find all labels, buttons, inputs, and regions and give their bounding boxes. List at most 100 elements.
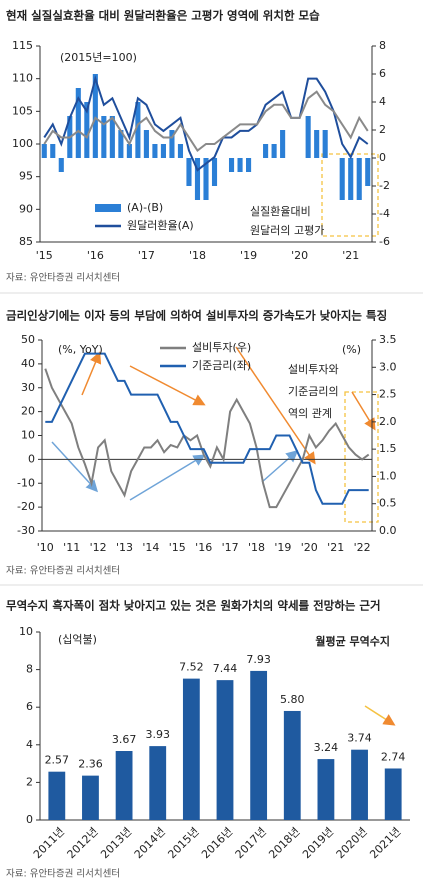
y2-tick-label: -4	[379, 207, 390, 220]
y-tick-label: 105	[12, 104, 33, 117]
x-tick-label: 2018년	[266, 825, 302, 861]
bar	[228, 158, 235, 172]
x-tick-label: '13	[116, 541, 133, 554]
y-tick-label: -10	[17, 476, 35, 489]
bar	[177, 144, 184, 158]
annotation: (%, YoY)	[58, 343, 103, 356]
y2-tick-label: 1.5	[379, 442, 397, 455]
bar	[48, 771, 66, 820]
x-tick-label: '18	[248, 541, 265, 554]
x-tick-label: 2021년	[367, 825, 403, 861]
y-tick-label: 115	[12, 39, 33, 52]
x-tick-label: '17	[222, 541, 239, 554]
bar	[82, 775, 99, 820]
line	[44, 368, 370, 509]
y-tick-label: 95	[19, 170, 33, 183]
bar	[365, 158, 371, 186]
annotation: 역의 관계	[288, 407, 332, 420]
y2-tick-label: 3.0	[379, 360, 397, 373]
y2-tick-label: 6	[379, 67, 386, 80]
bar	[169, 130, 175, 158]
value-label: 3.74	[347, 732, 372, 745]
bar	[143, 130, 149, 158]
x-tick-label: '22	[354, 541, 371, 554]
y-tick-label: 50	[21, 333, 35, 346]
x-tick-label: '20	[291, 249, 308, 262]
y2-tick-label: 3.5	[379, 333, 397, 346]
source: 자료: 유안타증권 리서치센터	[6, 868, 120, 880]
arrows	[51, 346, 396, 726]
bar	[203, 158, 209, 200]
y-tick-label: 40	[21, 357, 35, 370]
annotation: 기준금리의	[288, 385, 339, 398]
chart-title: 무역수지 흑자폭이 점차 낮아지고 있는 것은 원화가치의 약세를 전망하는 근…	[6, 599, 381, 613]
bar	[84, 102, 90, 158]
x-tick-label: 2020년	[334, 825, 370, 861]
bar	[263, 144, 269, 158]
bar	[194, 158, 201, 200]
x-tick-label: 2014년	[132, 825, 168, 861]
y-tick-label: 100	[12, 137, 33, 150]
bar	[317, 759, 335, 820]
x-tick-label: '12	[90, 541, 107, 554]
bar	[339, 158, 345, 200]
x-tick-label: 2011년	[31, 825, 67, 861]
y2-tick-label: 0.5	[379, 497, 397, 510]
x-tick-label: '21	[327, 541, 344, 554]
line	[43, 75, 369, 172]
legend-label: 기준금리(좌)	[192, 359, 251, 372]
annotation: (십억불)	[58, 633, 97, 646]
annotation: (%)	[342, 343, 361, 356]
x-tick-label: 2015년	[165, 825, 201, 861]
x-tick-label: '16	[195, 541, 212, 554]
highlight-box	[344, 391, 379, 523]
arrow	[129, 454, 206, 501]
bar	[348, 158, 354, 200]
value-label: 2.74	[381, 750, 406, 763]
x-tick-label: '15	[169, 541, 186, 554]
x-tick-label: '19	[240, 249, 257, 262]
bar	[246, 158, 252, 172]
legend-swatch	[95, 204, 121, 212]
arrow	[235, 346, 316, 465]
y-tick-label: 4	[26, 738, 33, 751]
y-tick-label: 10	[21, 429, 35, 442]
bar	[211, 158, 218, 186]
arrow	[129, 365, 206, 406]
x-tick-label: 2017년	[233, 825, 269, 861]
arrow	[351, 391, 376, 431]
legend-label: 설비투자(우)	[192, 341, 251, 354]
bar	[75, 88, 81, 158]
x-tick-label: '21	[342, 249, 359, 262]
bar	[118, 130, 124, 158]
bar	[237, 158, 243, 172]
y-tick-label: 0	[26, 813, 33, 826]
x-tick-label: '16	[87, 249, 104, 262]
y2-tick-label: 0	[379, 151, 386, 164]
value-label: 7.93	[246, 653, 271, 666]
value-label: 2.57	[45, 754, 70, 767]
line	[45, 352, 369, 505]
x-tick-label: '20	[301, 541, 318, 554]
bar	[135, 102, 141, 158]
annotation: 원달러의 고평가	[250, 224, 324, 237]
arrow	[364, 705, 396, 726]
highlight-box	[321, 153, 379, 237]
y2-tick-label: 2	[379, 123, 386, 136]
legend-label: (A)-(B)	[127, 201, 163, 214]
annotation: 실질환율대비	[250, 205, 311, 218]
bar	[152, 144, 158, 158]
y-tick-label: 8	[26, 663, 33, 676]
bar	[186, 158, 192, 186]
y-tick-label: 90	[19, 202, 33, 215]
bar	[216, 680, 234, 820]
y2-tick-label: 2.5	[379, 388, 397, 401]
x-tick-label: '19	[274, 541, 291, 554]
bar	[41, 144, 47, 158]
y-tick-label: -20	[17, 500, 35, 513]
y2-tick-label: 4	[379, 95, 386, 108]
y2-tick-label: 0.0	[379, 524, 397, 537]
x-tick-label: '14	[142, 541, 159, 554]
value-label: 7.52	[179, 661, 204, 674]
bar	[322, 130, 328, 158]
